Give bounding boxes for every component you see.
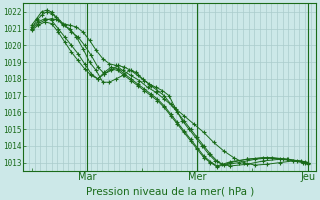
X-axis label: Pression niveau de la mer( hPa ): Pression niveau de la mer( hPa ) [86, 187, 254, 197]
